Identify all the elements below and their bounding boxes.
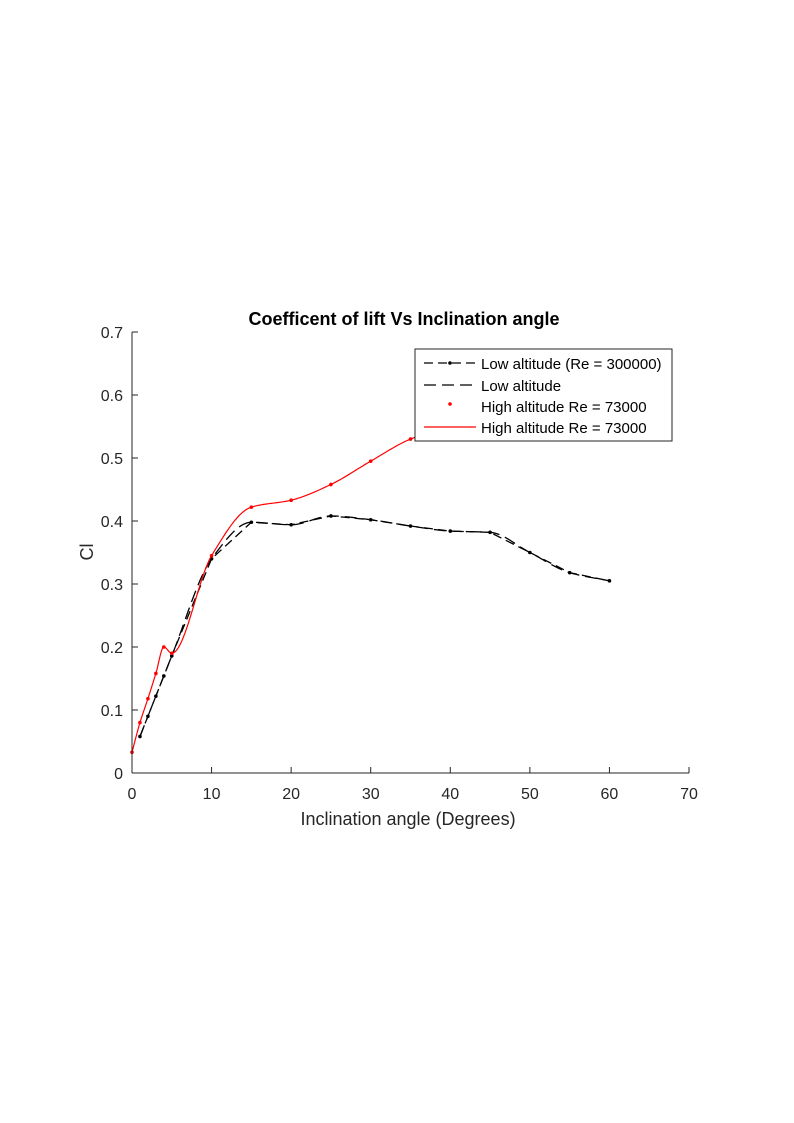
x-tick-label: 0 [128, 786, 137, 803]
legend-marker [448, 402, 452, 406]
y-tick-label: 0.4 [101, 514, 123, 531]
x-tick-label: 40 [441, 786, 459, 803]
series-1 [138, 514, 612, 739]
chart-title: Coefficent of lift Vs Inclination angle [248, 309, 559, 329]
series-line [139, 515, 610, 737]
x-axis-title: Inclination angle (Degrees) [300, 809, 515, 829]
legend-box [414, 348, 673, 442]
legend-label: Low altitude [481, 378, 561, 395]
x-tick-label: 60 [601, 786, 619, 803]
legend-label: High altitude Re = 73000 [481, 399, 647, 416]
y-axis-title: Cl [77, 544, 97, 561]
legend-marker [448, 361, 452, 365]
series-3 [130, 424, 453, 755]
series-layer [130, 424, 612, 755]
y-tick-label: 0.2 [101, 640, 123, 657]
legend-item: High altitude Re = 73000 [448, 399, 647, 416]
y-tick-label: 0 [114, 766, 123, 783]
data-point [448, 529, 453, 533]
data-point [169, 654, 174, 658]
x-tick-label: 70 [680, 786, 698, 803]
x-tick-label: 50 [521, 786, 539, 803]
x-tick-label: 10 [203, 786, 221, 803]
y-tick-label: 0.7 [101, 325, 123, 342]
plot-area: 0 10 20 30 40 50 60 70 0 0.1 0.2 0.3 0.4 0.5 0.6 0.7 [101, 325, 698, 803]
series-4 [131, 425, 451, 753]
legend-label: High altitude Re = 73000 [481, 420, 647, 437]
ticks-layer: 0 10 20 30 40 50 60 70 0 0.1 0.2 0.3 0.4 0.5 0.6 0.7 [101, 325, 698, 803]
y-tick-label: 0.6 [101, 388, 123, 405]
legend-item: High altitude Re = 73000 [424, 420, 647, 437]
y-tick-label: 0.1 [101, 703, 123, 720]
y-tick-label: 0.3 [101, 577, 123, 594]
legend-item: Low altitude [424, 378, 561, 395]
legend-item: Low altitude (Re = 300000) [424, 356, 662, 373]
series-line [131, 425, 451, 753]
legend-items: Low altitude (Re = 300000) Low altitude Hi… [424, 356, 662, 437]
legend: Low altitude (Re = 300000) Low altitude Hi… [414, 348, 673, 442]
series-2 [139, 515, 610, 737]
data-point [408, 524, 413, 528]
y-tick-label: 0.5 [101, 451, 123, 468]
data-point [289, 522, 293, 527]
series-line [139, 515, 610, 737]
legend-label: Low altitude (Re = 300000) [481, 356, 662, 373]
x-tick-label: 30 [362, 786, 380, 803]
data-point [249, 520, 254, 525]
x-tick-label: 20 [282, 786, 300, 803]
